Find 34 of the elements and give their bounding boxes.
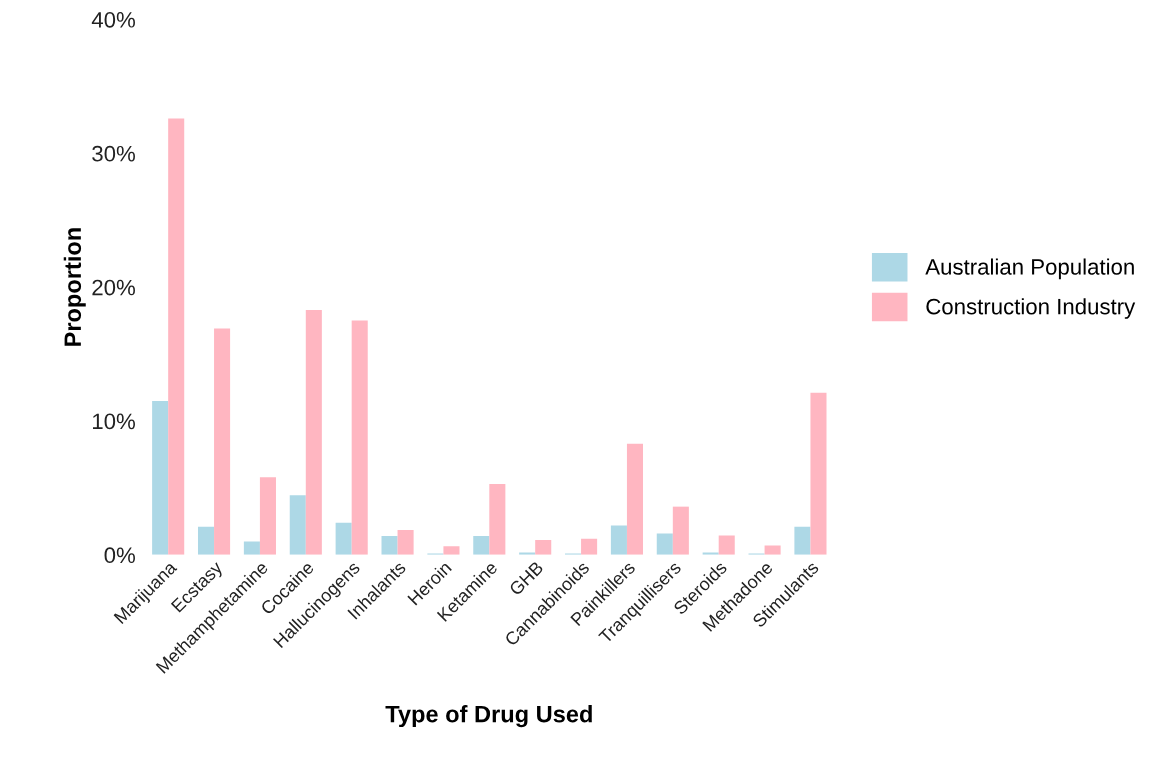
bar (214, 328, 231, 555)
legend-label: Construction Industry (926, 298, 1136, 319)
bar (152, 400, 169, 555)
bar (581, 538, 598, 555)
bar (794, 526, 811, 555)
bar (443, 546, 460, 555)
y-tick-label: 30% (92, 145, 135, 162)
bar (656, 533, 673, 555)
bar (626, 443, 643, 555)
bar (672, 506, 689, 555)
bar (197, 526, 215, 555)
bar (259, 477, 276, 555)
bar (473, 536, 490, 555)
y-axis-title: Proportion (63, 228, 86, 346)
y-tick-label: 10% (93, 413, 135, 430)
legend-label: Australian Population (925, 258, 1134, 280)
bar (381, 536, 398, 555)
y-tick-label: 0% (104, 547, 135, 564)
x-axis-title: Type of Drug Used (385, 705, 592, 728)
bar (335, 522, 352, 555)
bar (810, 392, 827, 555)
bar (305, 309, 322, 555)
bar (718, 535, 735, 555)
bar (535, 540, 552, 555)
bar (289, 495, 306, 555)
bar (168, 118, 185, 555)
y-tick-label: 20% (92, 279, 135, 296)
bar (351, 320, 368, 555)
bar (489, 483, 506, 555)
bar (397, 530, 414, 555)
bar (243, 541, 260, 555)
bar (764, 545, 781, 555)
y-tick-label: 40% (91, 11, 135, 28)
bar (610, 525, 627, 555)
